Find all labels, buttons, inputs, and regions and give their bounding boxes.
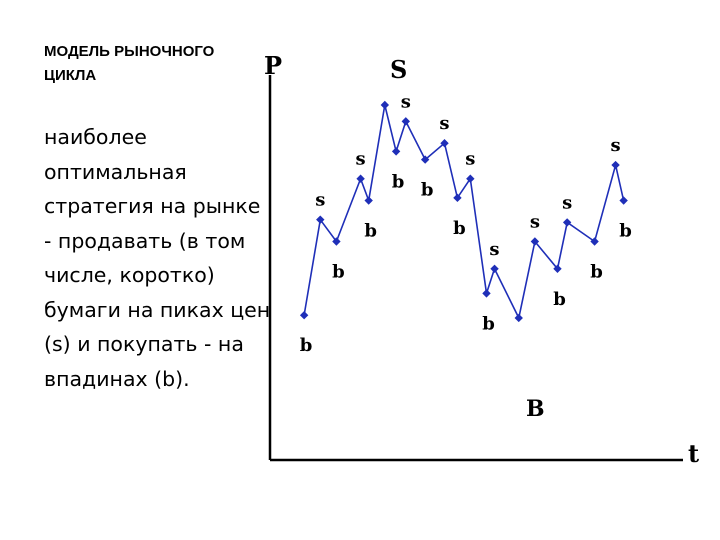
data-point	[562, 218, 572, 227]
point-label: s	[611, 135, 621, 156]
x-axis-label: t	[688, 439, 699, 468]
point-label: b	[300, 335, 313, 356]
point-label: b	[392, 171, 405, 192]
point-label: s	[439, 113, 449, 134]
data-point	[553, 264, 562, 273]
data-point	[514, 313, 523, 323]
data-point	[490, 264, 499, 273]
data-point	[611, 160, 620, 170]
point-label: b	[590, 262, 603, 283]
data-point	[332, 237, 341, 246]
point-label: s	[315, 190, 325, 211]
data-point	[440, 139, 449, 148]
point-label: b	[619, 221, 632, 242]
point-label: b	[364, 221, 377, 242]
point-label: s	[530, 212, 540, 233]
data-point	[530, 237, 540, 246]
data-point	[391, 147, 401, 156]
slide-title: МОДЕЛЬ РЫНОЧНОГО ЦИКЛА	[44, 43, 215, 84]
point-label: b	[553, 289, 566, 310]
data-point	[364, 196, 373, 205]
point-label: s	[401, 91, 411, 112]
data-point	[316, 215, 325, 224]
data-point	[401, 117, 410, 126]
chart-axes	[268, 75, 683, 462]
series-line	[303, 104, 625, 321]
point-label: s	[562, 192, 572, 213]
data-point	[299, 311, 309, 320]
point-label: s	[356, 149, 366, 170]
data-point	[453, 193, 462, 203]
slide-body-text: наиболее оптимальная стратегия на рынке …	[44, 125, 271, 391]
y-axis-label: P	[264, 51, 282, 80]
peak-label: S	[390, 55, 407, 84]
point-label: b	[421, 180, 434, 201]
trough-label: B	[526, 396, 545, 422]
data-point	[482, 289, 491, 298]
point-label: s	[465, 149, 475, 170]
data-point	[356, 174, 365, 183]
point-label: b	[332, 262, 345, 283]
point-label: s	[489, 239, 499, 260]
data-point	[619, 196, 628, 205]
data-point	[380, 100, 390, 110]
point-label: b	[453, 218, 466, 239]
point-label: b	[482, 313, 495, 334]
